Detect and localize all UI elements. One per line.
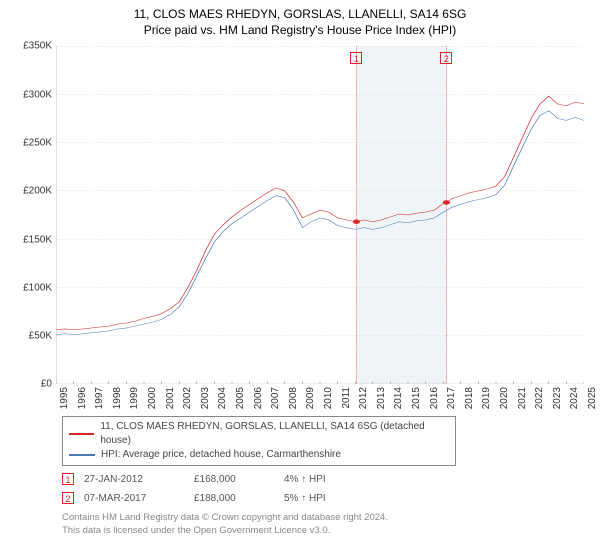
xtick-label: 1995 <box>59 387 70 409</box>
legend-row: HPI: Average price, detached house, Carm… <box>69 448 449 462</box>
xtick-label: 2004 <box>217 387 228 409</box>
sale-date: 27-JAN-2012 <box>84 474 184 485</box>
xtick-label: 2001 <box>165 387 176 409</box>
ytick-label: £150K <box>23 234 52 245</box>
xtick-label: 2011 <box>341 387 352 409</box>
xtick-label: 2015 <box>411 387 422 409</box>
xtick-label: 2018 <box>464 387 475 409</box>
legend-swatch <box>69 433 94 435</box>
xtick-label: 1999 <box>129 387 140 409</box>
chart-svg <box>56 46 584 384</box>
xtick-label: 2017 <box>446 387 457 409</box>
xtick-label: 1997 <box>94 387 105 409</box>
event-marker-1: 1 <box>350 52 362 64</box>
event-marker-2: 2 <box>440 52 452 64</box>
y-axis: £0£50K£100K£150K£200K£250K£300K£350K <box>12 46 56 384</box>
ytick-label: £250K <box>23 137 52 148</box>
xtick-label: 1996 <box>77 387 88 409</box>
xtick-label: 2023 <box>552 387 563 409</box>
xtick-label: 2010 <box>323 387 334 409</box>
title-line2: Price paid vs. HM Land Registry's House … <box>12 22 588 38</box>
xtick-label: 2020 <box>499 387 510 409</box>
footer-line1: Contains HM Land Registry data © Crown c… <box>62 512 588 525</box>
xtick-label: 1998 <box>112 387 123 409</box>
legend: 11, CLOS MAES RHEDYN, GORSLAS, LLANELLI,… <box>62 416 456 466</box>
xtick-label: 2009 <box>305 387 316 409</box>
xtick-label: 2013 <box>376 387 387 409</box>
ytick-label: £50K <box>29 331 52 342</box>
legend-label: HPI: Average price, detached house, Carm… <box>101 448 341 462</box>
xtick-label: 2002 <box>182 387 193 409</box>
legend-row: 11, CLOS MAES RHEDYN, GORSLAS, LLANELLI,… <box>69 420 449 448</box>
xtick-label: 2007 <box>270 387 281 409</box>
xtick-label: 2016 <box>429 387 440 409</box>
footer-attribution: Contains HM Land Registry data © Crown c… <box>62 512 588 538</box>
xtick-label: 2008 <box>288 387 299 409</box>
xtick-label: 2005 <box>235 387 246 409</box>
ytick-label: £0 <box>41 379 52 390</box>
ytick-label: £200K <box>23 186 52 197</box>
xtick-label: 2014 <box>393 387 404 409</box>
xtick-label: 2003 <box>200 387 211 409</box>
ytick-label: £300K <box>23 89 52 100</box>
sale-date: 07-MAR-2017 <box>84 493 184 504</box>
xtick-label: 2024 <box>569 387 580 409</box>
xtick-label: 2000 <box>147 387 158 409</box>
xtick-label: 2025 <box>587 387 598 409</box>
sale-vs-hpi: 5% ↑ HPI <box>284 493 326 504</box>
xtick-label: 2019 <box>481 387 492 409</box>
legend-swatch <box>69 454 95 456</box>
sale-events: 1 27-JAN-2012 £168,000 4% ↑ HPI 2 07-MAR-2017… <box>62 473 588 504</box>
sale-marker: 2 <box>62 492 74 504</box>
legend-label: 11, CLOS MAES RHEDYN, GORSLAS, LLANELLI,… <box>100 420 449 448</box>
sale-price: £168,000 <box>194 474 274 485</box>
title-line1: 11, CLOS MAES RHEDYN, GORSLAS, LLANELLI,… <box>12 6 588 22</box>
sale-row: 2 07-MAR-2017 £188,000 5% ↑ HPI <box>62 492 588 504</box>
ytick-label: £350K <box>23 41 52 52</box>
xtick-label: 2012 <box>358 387 369 409</box>
sale-marker: 1 <box>62 473 74 485</box>
xtick-label: 2022 <box>534 387 545 409</box>
xtick-label: 2021 <box>517 387 528 409</box>
x-axis: 1995 1996 1997 1998 1999 2000 2001 2002 2003 2004… <box>56 384 584 412</box>
chart-title: 11, CLOS MAES RHEDYN, GORSLAS, LLANELLI,… <box>12 6 588 38</box>
xtick-label: 2006 <box>253 387 264 409</box>
sale-price: £188,000 <box>194 493 274 504</box>
ytick-label: £100K <box>23 282 52 293</box>
plot-area: £0 £50K £100K £150K £200K £250K £300K £350K 199… <box>12 42 588 412</box>
sale-vs-hpi: 4% ↑ HPI <box>284 474 326 485</box>
footer-line2: This data is licensed under the Open Gov… <box>62 525 588 538</box>
sale-row: 1 27-JAN-2012 £168,000 4% ↑ HPI <box>62 473 588 485</box>
